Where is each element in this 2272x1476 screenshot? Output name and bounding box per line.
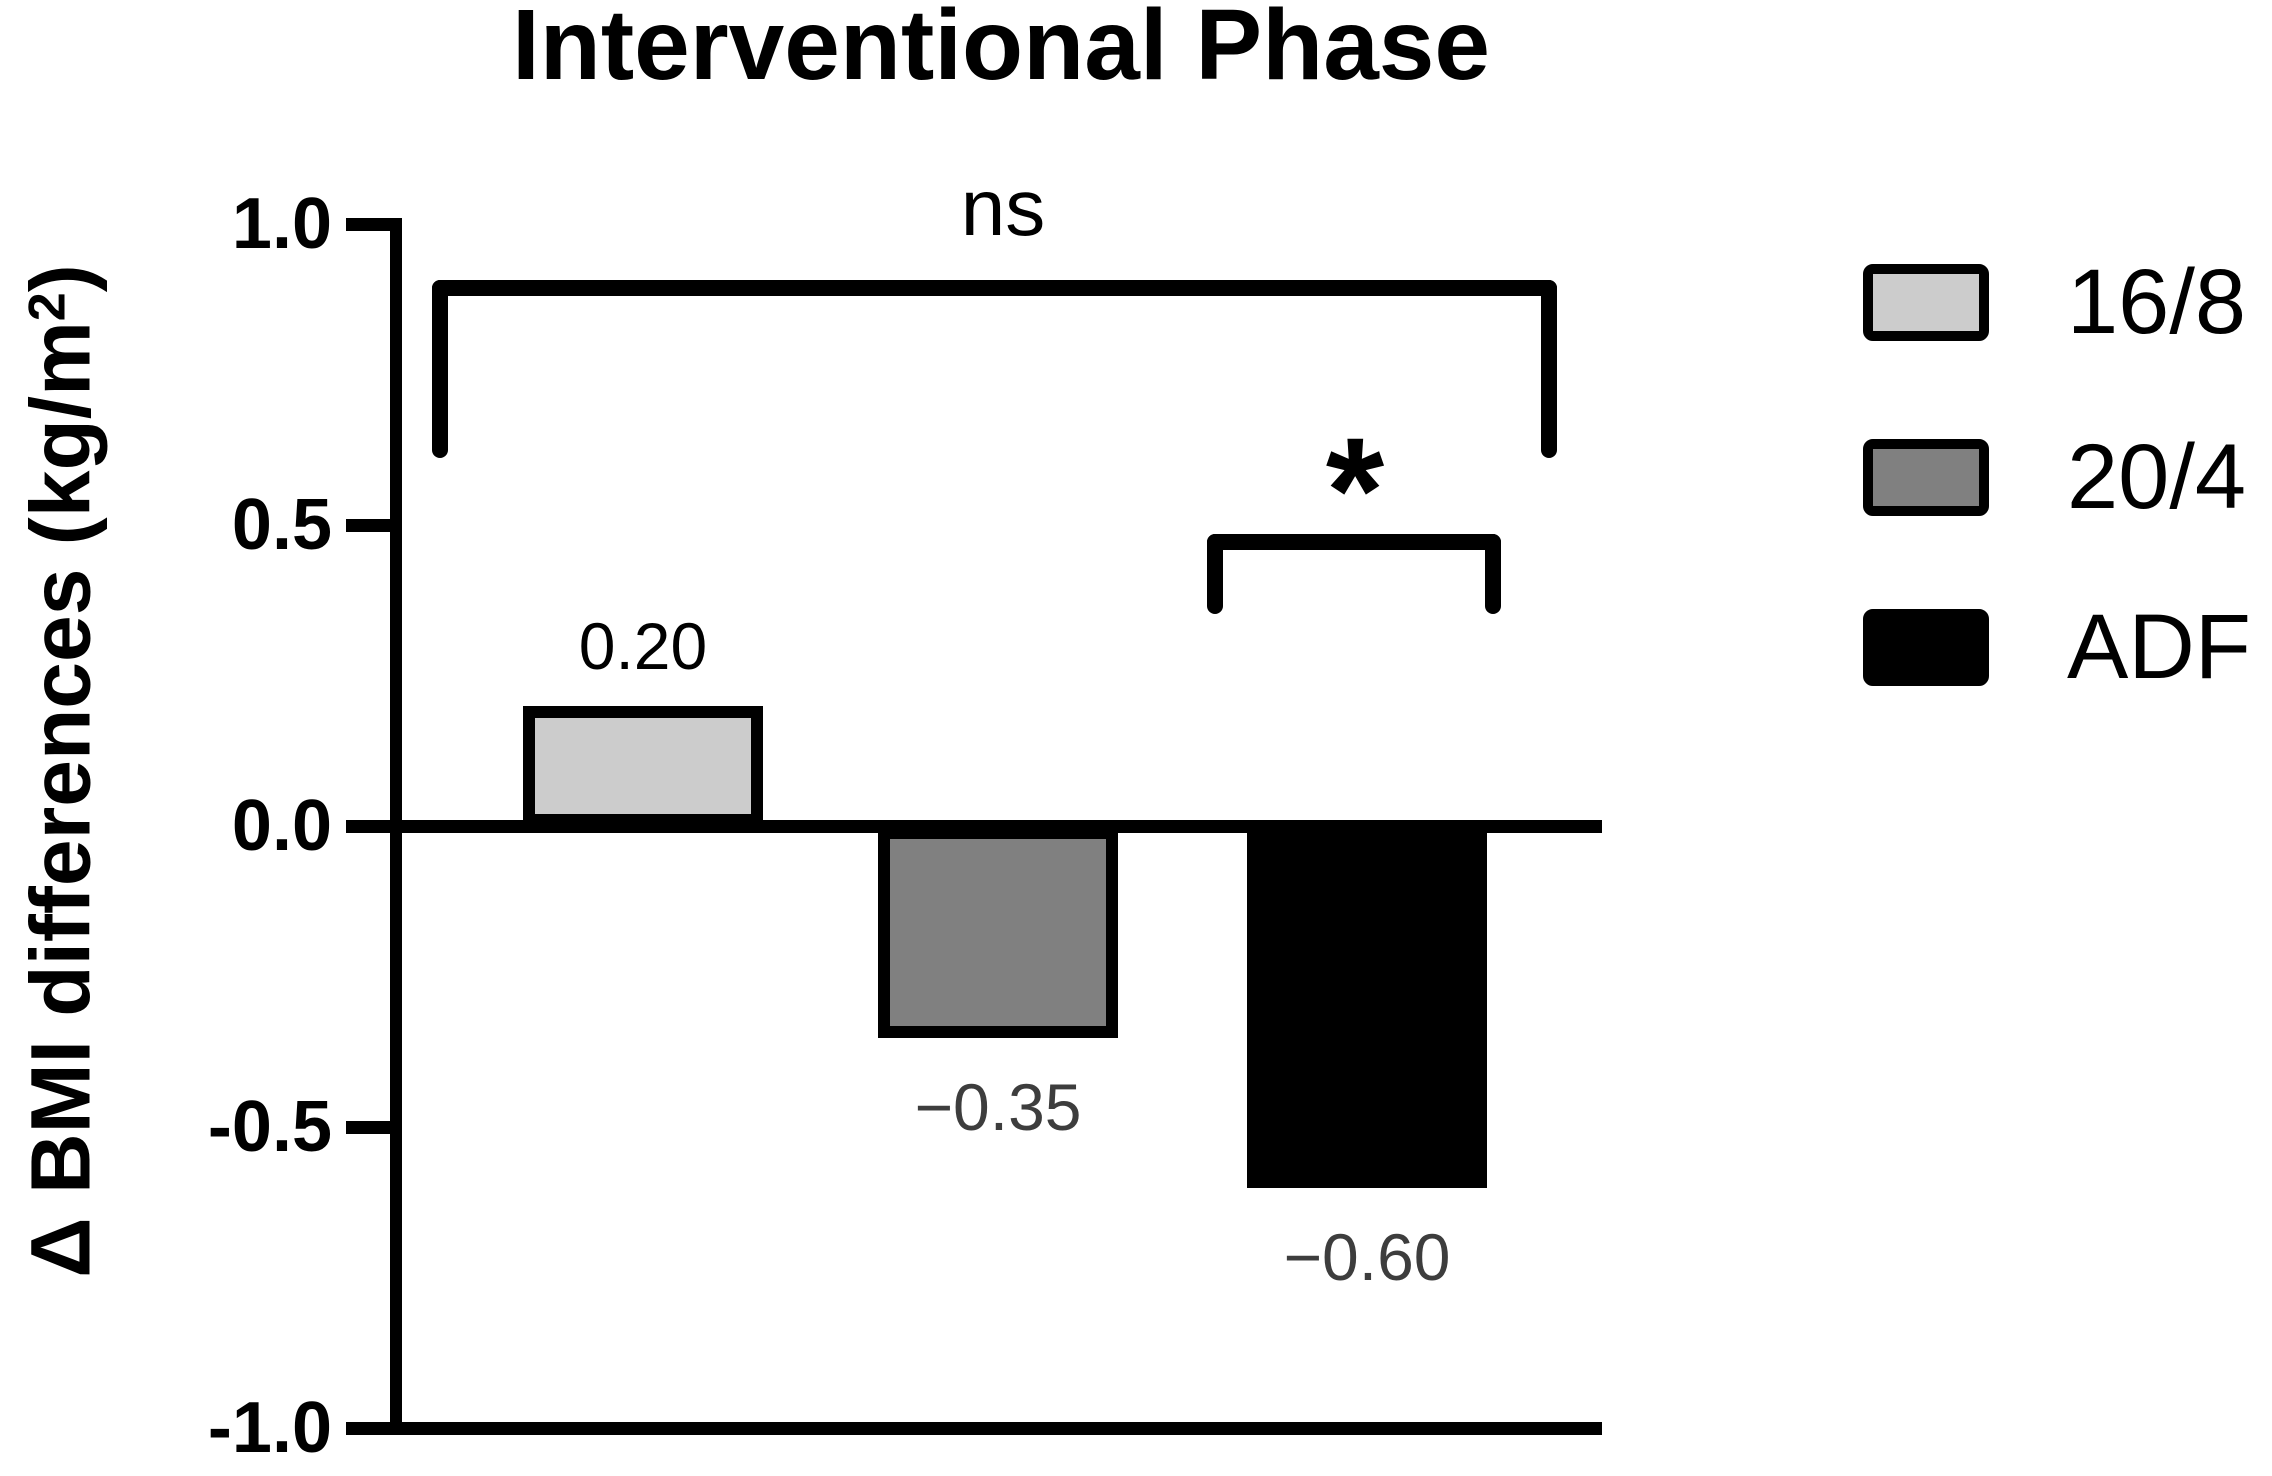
y-tick-mark <box>346 820 391 833</box>
bracket-bar <box>1207 534 1501 550</box>
bar-value-label: −0.60 <box>1283 1220 1451 1295</box>
chart-title: Interventional Phase <box>511 0 1491 101</box>
y-tick-mark <box>346 519 391 532</box>
bar-16/8 <box>523 705 763 826</box>
bracket-left-leg <box>432 280 448 458</box>
bar-20/4 <box>878 827 1118 1038</box>
legend-swatch-20/4 <box>1863 438 1989 516</box>
y-tick-label: 0.0 <box>231 786 332 866</box>
y-tick-mark <box>346 1121 391 1134</box>
y-tick-label: 1.0 <box>231 184 332 264</box>
bar-ADF <box>1247 827 1487 1189</box>
bar-value-label: −0.35 <box>914 1069 1082 1144</box>
bracket-left-leg <box>1207 534 1223 614</box>
ns-label: ns <box>960 163 1046 252</box>
legend-swatch-16/8 <box>1863 263 1989 341</box>
bracket-bar <box>432 280 1557 296</box>
y-axis-title-superscript: 2 <box>18 292 77 322</box>
significance-asterisk: * <box>1325 406 1385 574</box>
y-tick-label: -1.0 <box>207 1388 332 1468</box>
legend-row-16/8: 16/8 <box>1863 242 2246 362</box>
legend-row-20/4: 20/4 <box>1863 417 2246 537</box>
legend-label-20/4: 20/4 <box>2067 425 2247 528</box>
bar-value-label: 0.20 <box>578 608 708 683</box>
legend-label-16/8: 16/8 <box>2067 250 2247 353</box>
y-tick-mark <box>346 218 391 231</box>
bracket-right-leg <box>1485 534 1501 614</box>
y-tick-mark <box>346 1422 391 1435</box>
y-tick-label: -0.5 <box>207 1087 332 1167</box>
bracket-right-leg <box>1541 280 1557 458</box>
x-axis-line <box>390 1422 1602 1435</box>
legend-label-ADF: ADF <box>2067 595 2251 698</box>
y-tick-label: 0.5 <box>231 485 332 565</box>
legend-row-ADF: ADF <box>1863 587 2251 707</box>
legend-swatch-ADF <box>1863 608 1989 686</box>
